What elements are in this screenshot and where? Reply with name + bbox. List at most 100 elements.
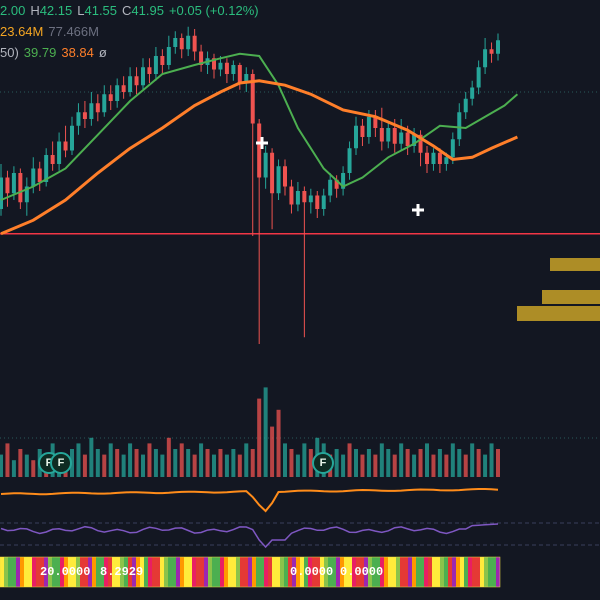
candle-body <box>82 112 87 119</box>
volume-bar <box>366 449 371 477</box>
heat-strip-cell <box>136 557 140 587</box>
heat-strip-cell <box>388 557 392 587</box>
volume-bar <box>186 449 191 477</box>
heat-strip-cell <box>200 557 204 587</box>
heat-strip-cell <box>276 557 280 587</box>
volume-bar <box>308 449 313 477</box>
volume-bar <box>373 454 378 477</box>
heat-strip-cell <box>176 557 180 587</box>
heat-strip-cell <box>456 557 460 587</box>
candle-body <box>315 195 320 209</box>
financials-badge-icon[interactable]: F <box>312 452 334 474</box>
candle-body <box>186 35 191 50</box>
candle-body <box>89 103 94 119</box>
candle-body <box>212 58 216 70</box>
candle-body <box>308 195 313 203</box>
candle-body <box>463 98 468 113</box>
ma-slow-line <box>0 79 518 236</box>
volume-profile-bar <box>542 290 600 304</box>
volume-bar <box>108 443 113 477</box>
candle-body <box>257 123 262 178</box>
heat-strip-cell <box>104 557 108 587</box>
heat-strip-cell <box>328 557 332 587</box>
volume-bar <box>289 449 294 477</box>
candle-body <box>366 116 371 137</box>
volume-bar <box>392 454 397 477</box>
volume-bar <box>102 454 107 477</box>
heat-strip-cell <box>404 557 408 587</box>
candle-body <box>134 76 139 86</box>
volume-bar <box>386 449 391 477</box>
candle-body <box>276 166 281 194</box>
candle-body <box>289 186 294 205</box>
volume-profile-bar <box>517 306 600 321</box>
volume-bar <box>250 449 255 477</box>
heat-strip-cell <box>400 557 404 587</box>
heat-strip-cell <box>64 557 68 587</box>
heat-strip-cell <box>308 557 312 587</box>
candle-body <box>283 166 287 187</box>
candle-body <box>341 173 346 189</box>
heat-strip-cell <box>240 557 244 587</box>
heat-strip-cell <box>116 557 120 587</box>
candle-body <box>263 152 268 178</box>
heat-strip-cell <box>148 557 152 587</box>
heat-strip-cell <box>228 557 232 587</box>
candle-body <box>373 116 378 128</box>
heat-strip-cell <box>12 557 16 587</box>
volume-bar <box>295 454 300 477</box>
ma-params: 50) <box>0 45 19 60</box>
candle-body <box>425 152 429 164</box>
heat-strip-cell <box>84 557 88 587</box>
heat-strip-cell <box>232 557 236 587</box>
heat-strip-cell <box>340 557 344 587</box>
financials-badge-icon[interactable]: F <box>50 452 72 474</box>
volume-bar <box>237 454 242 477</box>
heat-strip-cell <box>244 557 248 587</box>
volume-bar <box>283 443 287 477</box>
heat-strip-cell <box>296 557 300 587</box>
heat-strip-cell <box>220 557 224 587</box>
heat-strip-cell <box>156 557 160 587</box>
heat-strip-cell <box>492 557 496 587</box>
heat-strip-cell <box>196 557 200 587</box>
candle-body <box>102 94 107 113</box>
heat-strip-cell <box>144 557 148 587</box>
heat-strip-cell <box>424 557 428 587</box>
heat-strip-cell <box>96 557 100 587</box>
volume-bar <box>457 449 462 477</box>
strip-value-c: 0.0000 <box>290 565 334 579</box>
strip-value-b: 8.2929 <box>100 565 144 579</box>
ma-hidden-icon[interactable]: ø <box>98 45 107 60</box>
strip-value-d: 0.0000 <box>340 565 384 579</box>
heat-strip-cell <box>480 557 484 587</box>
heat-strip-cell <box>380 557 384 587</box>
volume-bar <box>199 443 204 477</box>
candle-body <box>334 179 339 189</box>
candle-body <box>0 177 3 209</box>
heat-strip-cell <box>476 557 480 587</box>
candle-body <box>179 38 184 50</box>
heat-strip-cell <box>360 557 364 587</box>
candle-body <box>444 157 449 164</box>
heat-strip-cell <box>184 557 188 587</box>
heat-strip-cell <box>364 557 368 587</box>
ma-fast-line <box>0 52 519 201</box>
heat-strip-cell <box>132 557 136 587</box>
heat-strip-cell <box>436 557 440 587</box>
heat-strip-cell <box>288 557 292 587</box>
heat-strip-cell <box>164 557 168 587</box>
volume-bar <box>70 449 74 477</box>
heat-strip-cell <box>112 557 116 587</box>
volume-bar <box>444 454 449 477</box>
close-key: C <box>122 3 132 18</box>
volume-average: 77.466M <box>48 24 99 39</box>
heat-strip-cell <box>80 557 84 587</box>
volume-bar <box>134 449 139 477</box>
volume-bar <box>476 449 481 477</box>
heat-strip-cell <box>88 557 92 587</box>
heat-strip-cell <box>428 557 432 587</box>
heat-strip-cell <box>352 557 356 587</box>
